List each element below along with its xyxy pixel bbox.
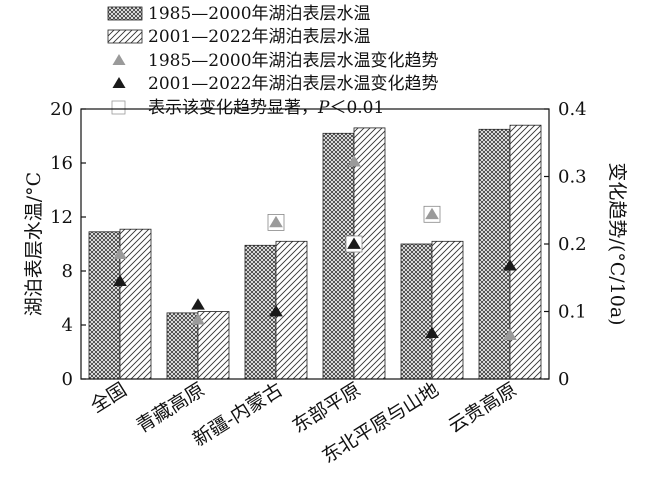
- legend-label-bar-1985-2000: 1985—2000年湖泊表层水温: [148, 4, 371, 24]
- legend-marker-black-triangle: [112, 77, 126, 88]
- right-tick-label: 0.1: [558, 302, 587, 323]
- bar-1985-2000-5: [478, 128, 511, 380]
- trend-marker-2001-2022-4: [425, 326, 439, 338]
- trend-marker-1985-2000-4: [425, 207, 439, 220]
- bar-1985-2000-2: [244, 244, 277, 380]
- left-axis: 0 4 8 12 16 20: [50, 99, 86, 390]
- left-tick-label: 20: [50, 99, 73, 120]
- bar-1985-2000-3: [322, 132, 355, 380]
- legend-item-trend-1985-2000: 1985—2000年湖泊表层水温变化趋势: [112, 51, 439, 71]
- bar-2001-2022-4: [431, 240, 464, 380]
- right-tick-label: 0.4: [558, 99, 587, 120]
- legend-item-bar-1985-2000: 1985—2000年湖泊表层水温: [107, 4, 371, 24]
- trend-marker-1985-2000-3: [347, 155, 361, 167]
- trend-marker-1985-2000-2: [269, 215, 283, 228]
- trend-marker-2001-2022-5: [503, 259, 517, 271]
- bar-2001-2022-2: [275, 240, 308, 380]
- bar-1985-2000-4: [400, 243, 433, 380]
- right-tick-label: 0: [558, 369, 569, 390]
- bar-2001-2022-5: [509, 124, 542, 380]
- legend-swatch-diagonal: [107, 29, 143, 44]
- left-tick-label: 0: [62, 369, 73, 390]
- legend-significance-box: [111, 100, 126, 115]
- right-axis-label: 变化趋势/(°C/10a): [606, 162, 628, 325]
- left-axis-label: 湖泊表层水温/°C: [23, 172, 45, 316]
- legend-item-bar-2001-2022: 2001—2022年湖泊表层水温: [107, 27, 371, 47]
- right-tick-label: 0.3: [558, 167, 587, 188]
- legend-label-significance: 表示该变化趋势显著，P＜0.01: [148, 98, 384, 118]
- legend-label-bar-2001-2022: 2001—2022年湖泊表层水温: [148, 27, 371, 47]
- legend-item-trend-2001-2022: 2001—2022年湖泊表层水温变化趋势: [112, 74, 439, 94]
- bars-layer: [88, 124, 542, 380]
- trend-marker-1985-2000-0: [113, 247, 127, 259]
- trend-marker-2001-2022-3: [347, 237, 361, 249]
- category-label-5: 云贵高原: [445, 379, 521, 438]
- right-axis: 0 0.1 0.2 0.3 0.4: [544, 99, 587, 390]
- left-tick-label: 16: [50, 153, 73, 174]
- left-tick-label: 4: [62, 315, 73, 336]
- trend-markers-layer: [113, 155, 517, 340]
- category-label-0: 全国: [87, 379, 131, 418]
- left-tick-label: 8: [62, 261, 73, 282]
- left-tick-label: 12: [50, 207, 73, 228]
- legend-label-trend-2001-2022: 2001—2022年湖泊表层水温变化趋势: [148, 74, 439, 94]
- bar-2001-2022-0: [119, 228, 152, 380]
- bar-2001-2022-3: [353, 127, 386, 380]
- trend-marker-2001-2022-0: [113, 274, 127, 286]
- legend-item-significance: 表示该变化趋势显著，P＜0.01: [111, 98, 384, 118]
- legend-marker-grey-triangle: [112, 54, 126, 65]
- legend: 1985—2000年湖泊表层水温 2001—2022年湖泊表层水温 1985—2…: [107, 4, 439, 118]
- right-tick-label: 0.2: [558, 234, 587, 255]
- trend-marker-2001-2022-2: [269, 305, 283, 317]
- trend-marker-1985-2000-5: [503, 328, 517, 340]
- trend-marker-2001-2022-1: [191, 298, 205, 310]
- legend-label-trend-1985-2000: 1985—2000年湖泊表层水温变化趋势: [148, 51, 439, 71]
- legend-swatch-crosshatch: [107, 6, 143, 21]
- bar-1985-2000-0: [88, 231, 121, 380]
- trend-marker-1985-2000-1: [191, 313, 205, 325]
